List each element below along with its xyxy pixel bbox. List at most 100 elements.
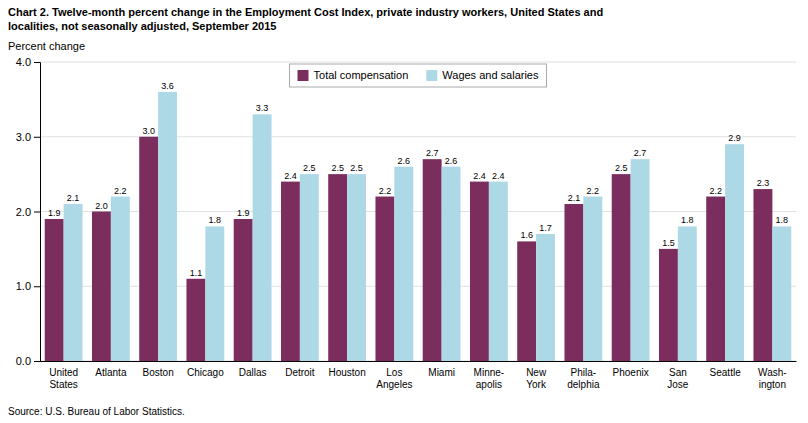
x-tick: Phoenix xyxy=(613,361,649,378)
x-tick-label-line: Detroit xyxy=(285,367,315,378)
x-tick-label-line: Minne- xyxy=(474,367,505,378)
x-axis-line xyxy=(41,361,797,362)
legend-swatch xyxy=(298,70,309,81)
data-label: 2.5 xyxy=(331,163,344,173)
x-tick-label-line: Miami xyxy=(428,367,455,378)
y-tick-mark xyxy=(34,137,40,138)
bar xyxy=(281,182,300,361)
x-tick: LosAngeles xyxy=(376,361,412,390)
x-tick-label-line: Wash- xyxy=(758,367,787,378)
data-label: 1.6 xyxy=(520,230,533,240)
grid-line xyxy=(40,62,796,63)
x-tick-label: Phoenix xyxy=(613,367,649,378)
data-label: 2.4 xyxy=(473,171,486,181)
x-tick-label-line: Phoenix xyxy=(613,367,649,378)
bar xyxy=(234,219,253,361)
bar xyxy=(139,137,158,361)
x-tick-label-line: United xyxy=(49,367,78,378)
data-label: 1.9 xyxy=(48,208,61,218)
data-label: 3.6 xyxy=(161,81,174,91)
bar xyxy=(64,204,83,361)
data-label: 2.5 xyxy=(615,163,628,173)
bar xyxy=(564,204,583,361)
x-tick-label: Minne-apolis xyxy=(474,367,505,390)
y-tick: 4.0 xyxy=(16,56,40,68)
x-tick-label-line: Seattle xyxy=(710,367,742,378)
y-tick-mark xyxy=(34,62,40,63)
x-tick-label-line: apolis xyxy=(476,379,502,390)
y-tick-mark xyxy=(34,286,40,287)
data-label: 2.7 xyxy=(426,148,439,158)
data-label: 2.2 xyxy=(379,186,392,196)
legend-label: Wages and salaries xyxy=(442,69,539,81)
x-tick-label: Boston xyxy=(143,367,174,378)
bar xyxy=(300,174,319,361)
x-tick-label-line: Jose xyxy=(667,379,689,390)
x-tick-label-line: ington xyxy=(759,379,786,390)
x-tick-label: LosAngeles xyxy=(376,367,412,390)
x-tick-label-line: New xyxy=(526,367,547,378)
x-tick-label-line: York xyxy=(526,379,547,390)
x-tick-label: Miami xyxy=(428,367,455,378)
y-tick: 0.0 xyxy=(16,355,40,367)
data-label: 2.4 xyxy=(284,171,297,181)
y-tick-mark xyxy=(34,212,40,213)
x-tick-label: UnitedStates xyxy=(49,367,78,390)
x-tick: Miami xyxy=(428,361,455,378)
y-tick-label: 4.0 xyxy=(16,56,31,68)
x-tick-label-line: Phila- xyxy=(571,367,597,378)
bar xyxy=(489,182,508,361)
bar xyxy=(753,189,772,361)
bar xyxy=(423,159,442,361)
x-tick: Detroit xyxy=(285,361,315,378)
bar xyxy=(470,182,489,361)
x-tick-label-line: Angeles xyxy=(376,379,412,390)
bar xyxy=(92,212,111,362)
x-tick: Dallas xyxy=(239,361,267,378)
x-tick-label-line: delphia xyxy=(567,379,600,390)
x-tick: Wash-ington xyxy=(758,361,787,390)
x-tick-label: Atlanta xyxy=(95,367,127,378)
y-tick-label: 3.0 xyxy=(16,131,31,143)
x-tick: Phila-delphia xyxy=(567,361,600,390)
x-tick-label: SanJose xyxy=(667,367,689,390)
x-tick-label-line: Atlanta xyxy=(95,367,127,378)
data-label: 2.6 xyxy=(398,156,411,166)
data-label: 2.6 xyxy=(445,156,458,166)
y-tick-label: 2.0 xyxy=(16,206,31,218)
x-tick-label: Phila-delphia xyxy=(567,367,600,390)
data-label: 2.2 xyxy=(114,186,127,196)
data-label: 2.5 xyxy=(350,163,363,173)
bar xyxy=(659,249,678,361)
y-tick-label: 0.0 xyxy=(16,355,31,367)
data-label: 2.0 xyxy=(95,201,108,211)
x-tick: UnitedStates xyxy=(49,361,78,390)
grid xyxy=(40,62,796,361)
bar xyxy=(631,159,650,361)
bar xyxy=(45,219,64,361)
data-label: 3.0 xyxy=(142,126,155,136)
x-tick-label: Dallas xyxy=(239,367,267,378)
data-label: 2.7 xyxy=(634,148,647,158)
data-label: 1.5 xyxy=(662,238,675,248)
legend: Total compensationWages and salaries xyxy=(290,64,547,87)
title-line: Chart 2. Twelve-month percent change in … xyxy=(8,6,603,18)
y-axis: 0.01.02.03.04.0 xyxy=(16,56,41,367)
data-label: 1.8 xyxy=(681,215,694,225)
bar xyxy=(772,226,791,361)
y-tick: 2.0 xyxy=(16,206,40,218)
x-tick: Atlanta xyxy=(95,361,127,378)
x-tick-label: Wash-ington xyxy=(758,367,787,390)
bar xyxy=(158,92,177,361)
x-tick: Houston xyxy=(329,361,366,378)
data-label: 2.1 xyxy=(67,193,80,203)
x-tick-label-line: Houston xyxy=(329,367,366,378)
x-tick-label-line: Los xyxy=(386,367,402,378)
data-label: 2.2 xyxy=(587,186,600,196)
data-label: 2.3 xyxy=(757,178,770,188)
x-tick: Seattle xyxy=(710,361,742,378)
x-tick: Chicago xyxy=(187,361,224,378)
x-tick: Minne-apolis xyxy=(474,361,505,390)
bar xyxy=(375,197,394,361)
x-tick-label: NewYork xyxy=(526,367,547,390)
